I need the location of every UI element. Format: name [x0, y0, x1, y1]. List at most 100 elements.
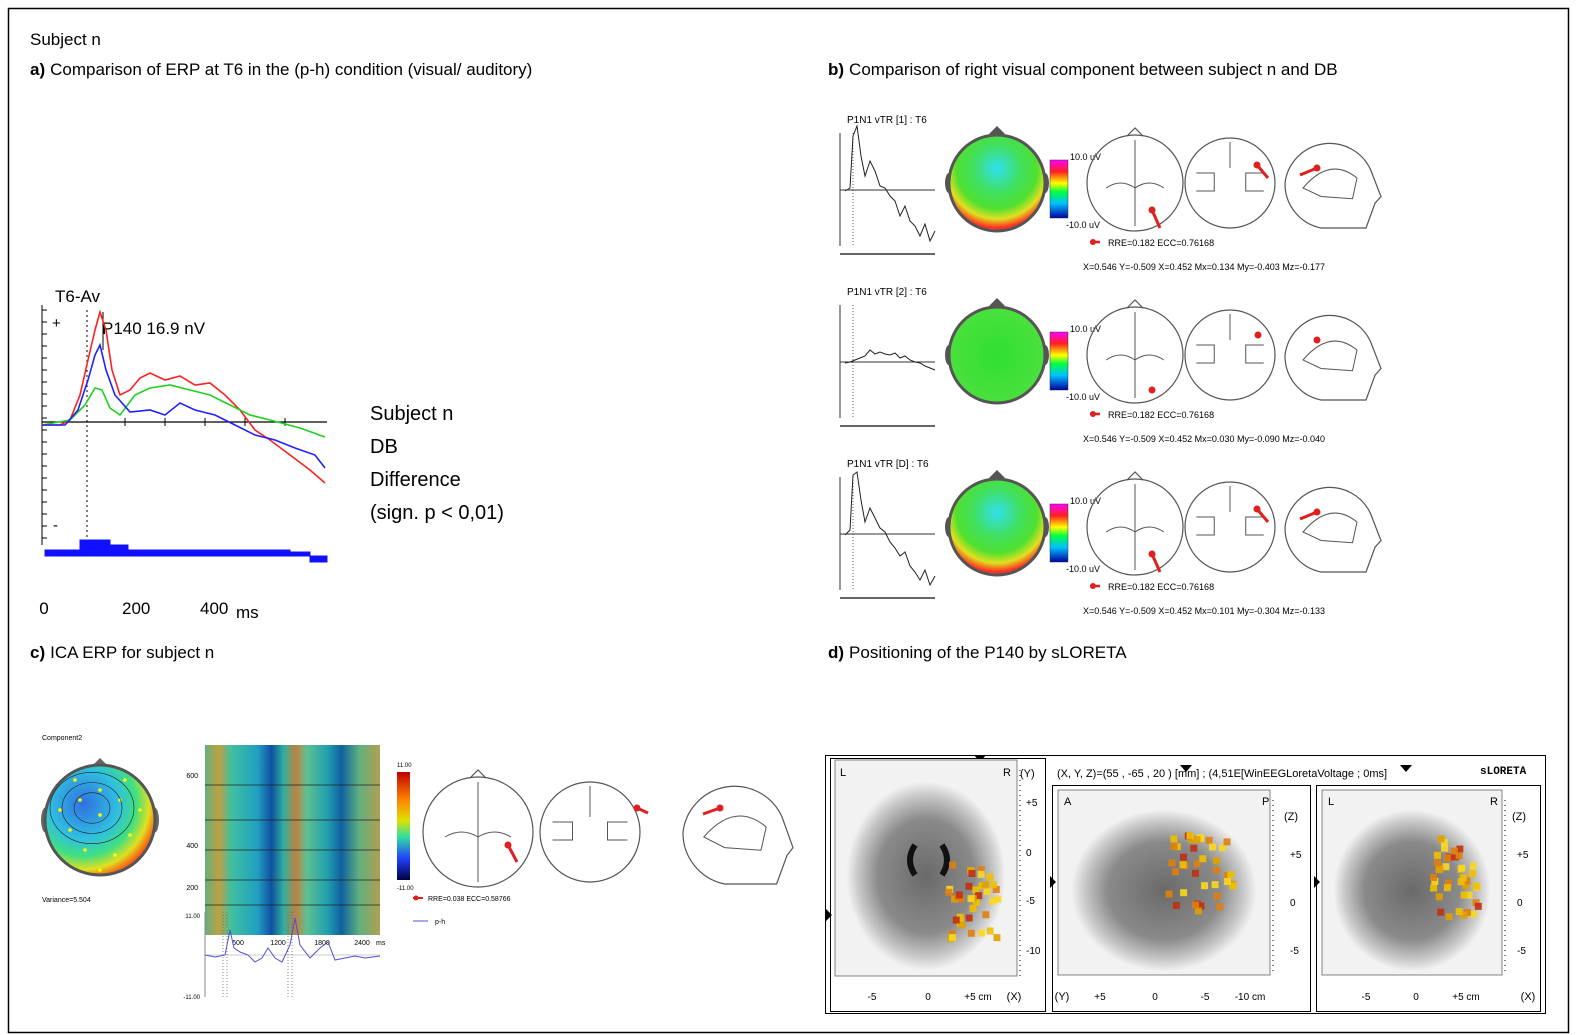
dipole-label: X=0.546 Y=-0.509 X=0.452 Mx=0.030 My=-0.… — [1083, 434, 1325, 444]
activation — [953, 917, 960, 924]
activation — [990, 881, 997, 888]
activation — [1456, 852, 1463, 859]
readout: (X, Y, Z)=(55 , -65 , 20 ) [mm] ; (4,51E… — [1057, 768, 1387, 780]
x-tick-label: +5 cm — [1452, 992, 1480, 1003]
component-trace — [845, 126, 935, 241]
activation — [1170, 835, 1177, 842]
activation — [968, 895, 975, 902]
dipole-location — [505, 842, 512, 849]
activation — [1172, 868, 1179, 875]
dipole-location — [1314, 165, 1321, 172]
dipole-location — [1254, 506, 1261, 513]
y-tick-label: 0 — [1517, 898, 1523, 909]
component-title: P1N1 vTR [D] : T6 — [847, 459, 929, 470]
activation — [945, 889, 952, 896]
channel-label: T6-Av — [55, 287, 101, 306]
activation — [1461, 892, 1468, 899]
y-tick-label: 600 — [186, 773, 198, 780]
mri-slice — [1071, 809, 1258, 972]
dipole-location — [1255, 332, 1262, 339]
axis-label: (Y) — [1020, 768, 1035, 780]
head-brain — [1303, 341, 1357, 371]
panel-title: b) Comparison of right visual component b… — [828, 60, 1338, 79]
color-scale — [1050, 160, 1068, 218]
activation — [956, 891, 963, 898]
head-nose — [989, 126, 1005, 134]
legend-dipole-dot — [1090, 239, 1096, 245]
activation — [1460, 874, 1467, 881]
activation — [1173, 902, 1180, 909]
x-unit: ms — [376, 940, 386, 947]
axis-label: (Z) — [1284, 811, 1298, 823]
polarity-plus: + — [52, 315, 61, 332]
activation — [1213, 866, 1220, 873]
dipole-location — [717, 805, 724, 812]
brand: sLORETA — [1480, 766, 1527, 778]
dipole-label: X=0.546 Y=-0.509 X=0.452 Mx=0.101 My=-0.… — [1083, 606, 1325, 616]
activation — [966, 914, 973, 921]
head-brain — [1303, 169, 1357, 199]
activation — [978, 871, 985, 878]
head-nose — [989, 298, 1005, 306]
trace-name: p-h — [435, 919, 445, 926]
activation — [949, 862, 956, 869]
activation — [987, 873, 994, 880]
activation — [1180, 861, 1187, 868]
component-trace — [845, 350, 935, 370]
head-brain — [1303, 513, 1357, 543]
activation — [1194, 836, 1201, 843]
activation — [1442, 863, 1449, 870]
y-tick-label: -5 — [1026, 896, 1035, 907]
x-tick-label: 0 — [925, 992, 931, 1003]
activation — [1473, 883, 1480, 890]
panel-title-text: Comparison of right visual component bet… — [849, 60, 1338, 79]
activation — [1430, 874, 1437, 881]
figure: Subject na)Comparison of ERP at T6 in th… — [0, 0, 1593, 1035]
activation — [1438, 835, 1445, 842]
dipole-label: X=0.546 Y=-0.509 X=0.452 Mx=0.134 My=-0.… — [1083, 262, 1325, 272]
activation — [1213, 857, 1220, 864]
ica-image — [205, 745, 380, 935]
dipole-location — [634, 805, 641, 812]
activation — [982, 911, 989, 918]
axis-label: (Z) — [1512, 811, 1526, 823]
activation — [987, 927, 994, 934]
scale-min: -11.00 — [397, 886, 414, 892]
activation — [1437, 909, 1444, 916]
y-tick-label: +5 — [1517, 850, 1529, 861]
activation — [1206, 837, 1213, 844]
activation — [1180, 889, 1187, 896]
ica-topomap — [45, 765, 155, 875]
head-nose — [989, 470, 1005, 478]
activation — [1434, 852, 1441, 859]
panel-label: a) — [30, 60, 45, 79]
axis-label: (Y) — [1055, 991, 1070, 1003]
panel-title: a) Comparison of ERP at T6 in the (p-h) c… — [30, 60, 532, 79]
activation — [1444, 854, 1451, 861]
head-outline — [1285, 487, 1381, 572]
y-tick-label: 200 — [186, 885, 198, 892]
panel-label: b) — [828, 60, 844, 79]
fit-label: RRE=0.038 ECC=0.58766 — [428, 896, 511, 903]
activation — [968, 870, 975, 877]
color-scale — [1050, 332, 1068, 390]
orientation-label: R — [1003, 767, 1011, 779]
head-ventricle — [1196, 345, 1214, 363]
panel-title-text: Positioning of the P140 by sLORETA — [849, 643, 1127, 662]
activation — [1434, 859, 1441, 866]
x-tick-label: -5 — [1201, 992, 1210, 1003]
scale-min: -10.0 uV — [1066, 564, 1100, 574]
activation — [966, 883, 973, 890]
activation — [1216, 903, 1223, 910]
head-ventricle — [1196, 517, 1214, 535]
component-name: Component2 — [42, 735, 82, 742]
activation — [1224, 878, 1231, 885]
panel-title-text: Comparison of ERP at T6 in the (p-h) con… — [50, 60, 532, 79]
activation — [1209, 843, 1216, 850]
activation — [1224, 838, 1231, 845]
fit-label: RRE=0.182 ECC=0.76168 — [1108, 238, 1214, 248]
x-tick-label: 0 — [39, 599, 48, 618]
x-tick-label: -5 — [1362, 992, 1371, 1003]
activation — [1436, 893, 1443, 900]
axis-label: (X) — [1521, 991, 1536, 1003]
